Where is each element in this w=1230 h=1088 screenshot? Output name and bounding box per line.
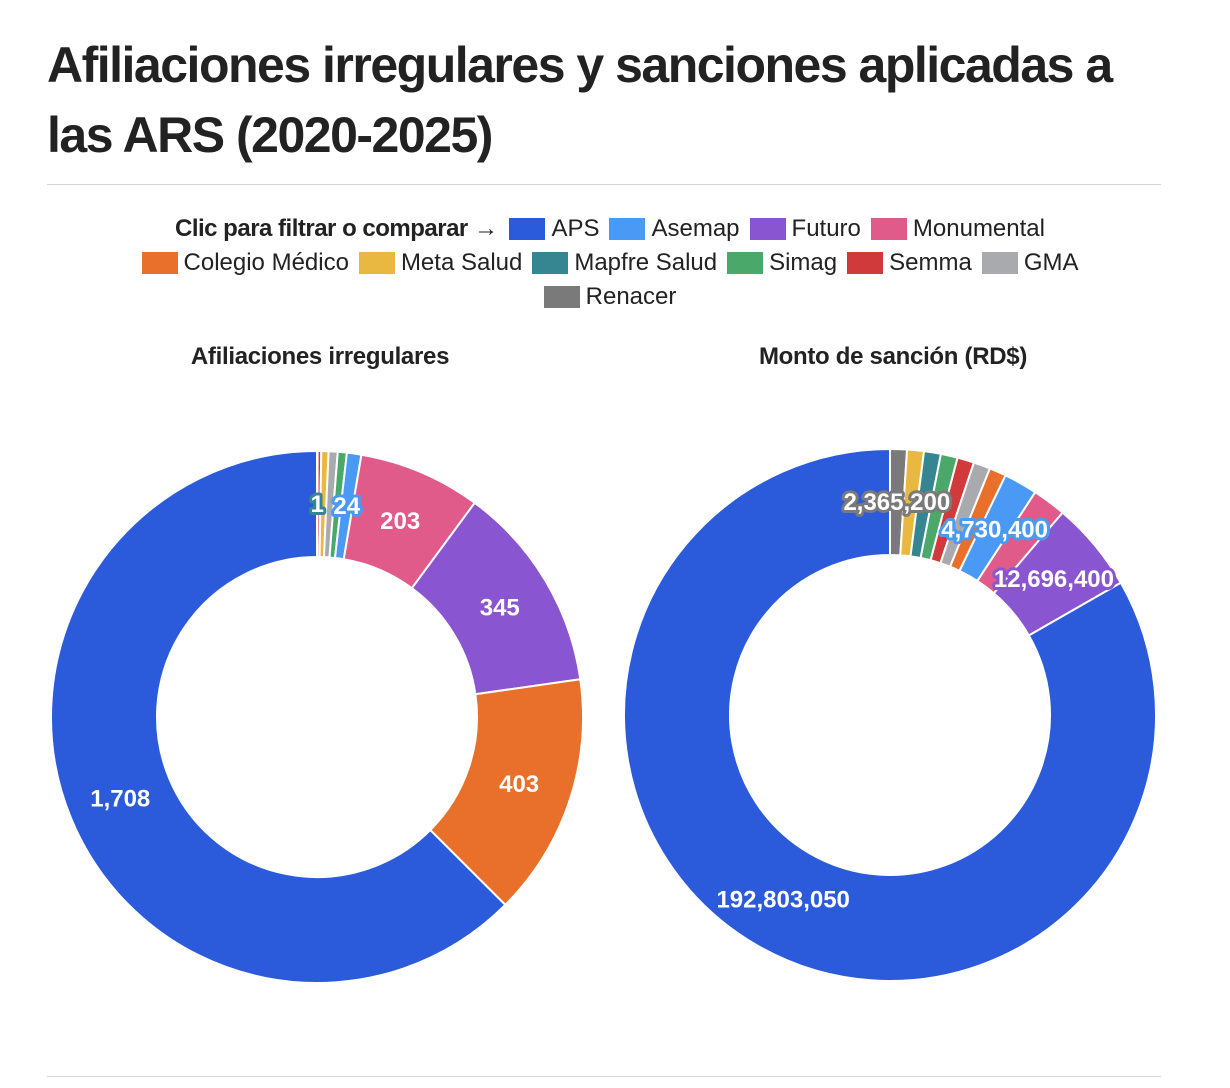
legend-item-colegio-m-dico[interactable]: Colegio Médico <box>141 246 349 280</box>
slice-aps[interactable] <box>623 447 1157 982</box>
data-label: 4,730,400 <box>941 516 1048 543</box>
legend-label: Futuro <box>791 215 861 242</box>
legend-label: Mapfre Salud <box>574 249 718 276</box>
legend-swatch <box>509 218 546 240</box>
legend-item-mapfre-salud[interactable]: Mapfre Salud <box>532 246 717 280</box>
data-label: 1 <box>311 491 324 518</box>
chart-title-monto: Monto de sanción (RD$) <box>758 343 1028 370</box>
legend-item-asemap[interactable]: Asemap <box>609 212 740 246</box>
page-title: Afiliaciones irregulares y sanciones apl… <box>47 37 1113 163</box>
divider-top <box>47 184 1161 185</box>
chart-title-afiliaciones: Afiliaciones irregulares <box>190 343 450 370</box>
legend-swatch <box>543 286 580 308</box>
legend-item-renacer[interactable]: Renacer <box>543 280 677 314</box>
legend-label: Semma <box>889 249 972 276</box>
data-label: 345 <box>480 595 520 622</box>
data-label: 2,365,200 <box>843 489 950 516</box>
data-label: 403 <box>499 771 539 798</box>
legend-label: Simag <box>769 249 838 276</box>
legend-item-meta-salud[interactable]: Meta Salud <box>358 246 523 280</box>
legend-item-simag[interactable]: Simag <box>727 246 837 280</box>
data-label: 203 <box>380 508 420 535</box>
legend-item-aps[interactable]: APS <box>509 212 599 246</box>
legend-swatch <box>609 218 646 240</box>
slice-aps[interactable] <box>50 449 507 984</box>
legend-swatch <box>727 252 764 274</box>
legend: Clic para filtrar o comparar → APS Asemap… <box>90 212 1140 314</box>
data-label: 1,708 <box>90 786 150 813</box>
legend-label: Meta Salud <box>400 249 523 276</box>
data-label: 12,696,400 <box>994 566 1114 593</box>
legend-item-semma[interactable]: Semma <box>847 246 972 280</box>
legend-label: APS <box>551 215 600 242</box>
legend-item-futuro[interactable]: Futuro <box>749 212 861 246</box>
legend-swatch <box>532 252 569 274</box>
legend-prompt: Clic para filtrar o comparar → <box>175 215 498 242</box>
legend-swatch <box>847 252 884 274</box>
legend-swatch <box>870 218 907 240</box>
legend-label: Monumental <box>912 215 1045 242</box>
legend-label: Renacer <box>585 283 677 310</box>
divider-bottom <box>47 1076 1161 1077</box>
legend-item-monumental[interactable]: Monumental <box>870 212 1045 246</box>
legend-swatch <box>981 252 1018 274</box>
legend-label: Asemap <box>651 215 740 242</box>
legend-item-gma[interactable]: GMA <box>981 246 1079 280</box>
legend-swatch <box>141 252 178 274</box>
data-label: 192,803,050 <box>716 886 849 913</box>
legend-swatch <box>749 218 786 240</box>
legend-swatch <box>358 252 395 274</box>
data-label: 24 <box>333 493 360 520</box>
legend-label: Colegio Médico <box>183 249 349 276</box>
legend-label: GMA <box>1023 249 1079 276</box>
